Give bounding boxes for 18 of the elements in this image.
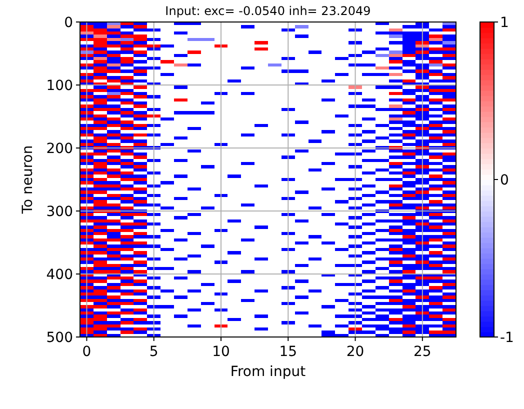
- color-bar-label: -1: [500, 330, 514, 346]
- x-tick-label: 20: [346, 344, 364, 360]
- chart-title: Input: exc= -0.0540 inh= 23.2049: [165, 4, 371, 18]
- color-bar-label: 0: [500, 172, 509, 188]
- x-tick-label: 5: [149, 344, 158, 360]
- color-bar-label: 1: [500, 14, 509, 31]
- x-tick-label: 15: [279, 344, 298, 360]
- y-tick-label: 100: [46, 78, 73, 94]
- y-tick-label: 300: [46, 204, 73, 220]
- y-tick-label: 200: [46, 140, 73, 157]
- y-axis-title: To neuron: [20, 145, 36, 215]
- x-tick-label: 0: [82, 344, 92, 360]
- x-axis-title: From input: [230, 364, 306, 380]
- y-tick-label: 0: [64, 14, 73, 31]
- y-tick-label: 400: [46, 266, 73, 283]
- x-tick-label: 10: [212, 344, 230, 360]
- x-tick-label: 25: [414, 344, 432, 360]
- y-tick-label: 500: [46, 330, 73, 346]
